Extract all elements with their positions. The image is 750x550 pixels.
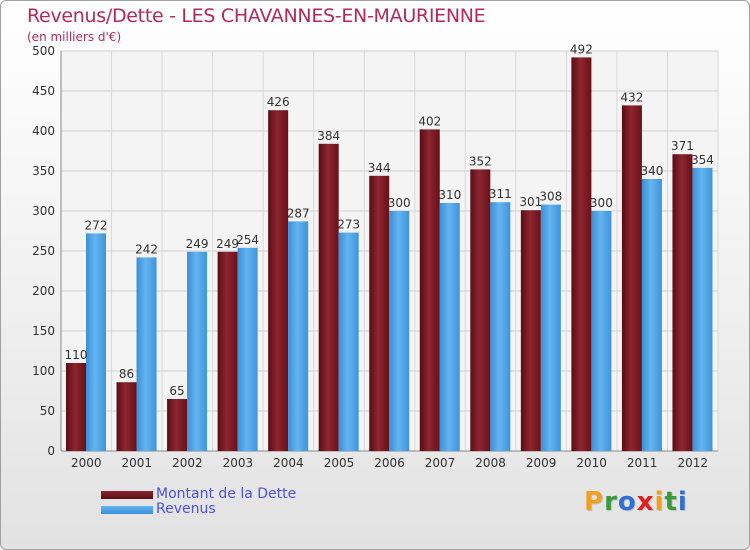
data-label-dette: 384 — [317, 129, 340, 143]
bar-dette — [419, 129, 440, 451]
bars — [66, 57, 713, 452]
data-label-dette: 352 — [469, 154, 492, 168]
x-tick-label: 2007 — [425, 456, 456, 470]
bar-dette — [369, 175, 390, 452]
bar-revenus — [86, 233, 106, 451]
data-label-revenus: 249 — [186, 237, 209, 251]
bar-revenus — [540, 204, 561, 451]
bar-revenus — [641, 179, 662, 451]
data-label-revenus: 272 — [85, 218, 108, 232]
logo-letter: i — [654, 487, 665, 517]
data-label-dette: 110 — [65, 348, 88, 362]
data-label-dette: 426 — [267, 95, 290, 109]
x-tick-label: 2001 — [122, 456, 153, 470]
x-tick-label: 2006 — [374, 456, 405, 470]
data-label-revenus: 300 — [590, 196, 613, 210]
legend-label-revenus: Revenus — [156, 501, 216, 517]
legend-swatch-revenus — [101, 506, 153, 514]
data-label-dette: 86 — [119, 367, 134, 381]
bar-dette — [268, 110, 289, 451]
data-label-dette: 301 — [519, 195, 542, 209]
bar-revenus — [187, 251, 208, 451]
data-label-dette: 249 — [216, 237, 239, 251]
x-tick-label: 2004 — [273, 456, 304, 470]
y-tick-label: 200 — [32, 284, 55, 298]
bar-revenus — [591, 211, 612, 451]
bar-revenus — [237, 247, 258, 451]
y-tick-label: 250 — [32, 244, 55, 258]
bar-revenus — [439, 203, 460, 451]
data-label-revenus: 273 — [337, 218, 360, 232]
bar-dette — [217, 251, 238, 451]
bar-dette — [470, 169, 491, 451]
x-tick-label: 2012 — [677, 456, 708, 470]
bar-dette — [520, 210, 541, 451]
logo-letter: t — [664, 487, 678, 517]
data-label-revenus: 254 — [236, 233, 259, 247]
data-label-revenus: 354 — [691, 153, 714, 167]
proxiti-logo: Proxiti — [584, 487, 688, 517]
y-tick-label: 300 — [32, 204, 55, 218]
x-tick-label: 2010 — [576, 456, 607, 470]
data-label-revenus: 311 — [489, 187, 512, 201]
bar-dette — [116, 382, 137, 451]
data-label-revenus: 287 — [287, 206, 310, 220]
bar-revenus — [490, 202, 511, 451]
logo-letter: r — [604, 487, 618, 517]
x-tick-label: 2011 — [627, 456, 658, 470]
y-tick-label: 350 — [32, 164, 55, 178]
x-tick-label: 2008 — [475, 456, 506, 470]
chart-subtitle: (en milliers d'€) — [27, 30, 122, 44]
bar-revenus — [288, 221, 309, 451]
y-tick-label: 100 — [32, 364, 55, 378]
y-tick-label: 0 — [47, 444, 55, 458]
data-labels: 110 86 65 249 426 384 344 402 352 301 492 432 371 272… — [65, 42, 714, 398]
bar-dette — [571, 57, 592, 452]
y-tick-label: 450 — [32, 84, 55, 98]
bar-dette — [318, 143, 339, 452]
x-tick-label: 2002 — [172, 456, 203, 470]
bar-dette — [672, 154, 693, 451]
bar-dette — [621, 105, 642, 452]
bar-dette — [66, 363, 86, 451]
data-label-dette: 65 — [169, 384, 184, 398]
bar-revenus — [692, 167, 713, 452]
data-label-dette: 492 — [570, 42, 593, 56]
chart-title: Revenus/Dette - LES CHAVANNES-EN-MAURIEN… — [27, 5, 486, 27]
bar-revenus — [338, 232, 359, 451]
data-label-dette: 402 — [418, 114, 441, 128]
logo-letter: i — [677, 487, 688, 517]
logo-letter: o — [617, 487, 637, 517]
y-tick-label: 50 — [40, 404, 55, 418]
x-tick-label: 2009 — [526, 456, 557, 470]
data-label-dette: 432 — [620, 90, 643, 104]
legend-label-dette: Montant de la Dette — [156, 486, 297, 502]
x-tick-label: 2003 — [223, 456, 254, 470]
y-tick-label: 400 — [32, 124, 55, 138]
data-label-revenus: 310 — [438, 188, 461, 202]
data-label-revenus: 300 — [388, 196, 411, 210]
logo-letter: P — [584, 487, 605, 517]
data-label-dette: 371 — [671, 139, 694, 153]
y-tick-label: 150 — [32, 324, 55, 338]
x-tick-label: 2000 — [71, 456, 102, 470]
data-label-revenus: 242 — [135, 242, 158, 256]
data-label-dette: 344 — [368, 161, 391, 175]
bar-revenus — [389, 211, 410, 451]
logo-letter: x — [636, 487, 655, 517]
bar-dette — [167, 399, 188, 451]
legend-swatch-dette — [101, 491, 153, 499]
bar-revenus — [136, 257, 157, 451]
data-label-revenus: 308 — [539, 190, 562, 204]
y-tick-label: 500 — [32, 44, 55, 58]
data-label-revenus: 340 — [640, 164, 663, 178]
x-tick-label: 2005 — [324, 456, 355, 470]
